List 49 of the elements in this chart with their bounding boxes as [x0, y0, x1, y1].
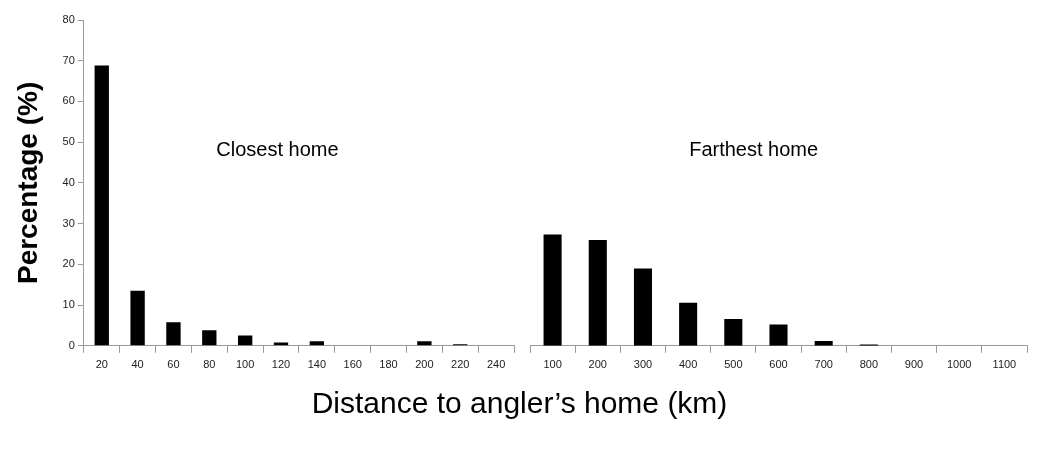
- bar: [633, 268, 652, 346]
- x-tick-label: 200: [415, 358, 434, 371]
- bar: [166, 322, 181, 346]
- y-tick-label: 0: [68, 338, 75, 351]
- x-tick-label: 600: [769, 358, 788, 371]
- annotation: Closest home: [216, 137, 339, 160]
- bar: [724, 318, 743, 346]
- bar: [769, 324, 788, 346]
- y-axis-title: Percentage (%): [11, 81, 43, 285]
- x-tick-label: 1000: [946, 358, 972, 371]
- x-tick-label: 80: [203, 358, 216, 371]
- annotation: Farthest home: [689, 137, 819, 160]
- x-tick-label: 1100: [992, 358, 1017, 371]
- x-tick-label: 60: [167, 358, 180, 371]
- bar: [202, 330, 217, 346]
- bar: [309, 341, 325, 346]
- bar: [588, 239, 607, 346]
- bar: [237, 335, 253, 346]
- x-tick-label: 400: [678, 358, 698, 371]
- x-tick-label: 160: [343, 358, 362, 371]
- x-tick-label: 120: [271, 358, 291, 371]
- x-tick-label: 500: [724, 358, 743, 371]
- x-tick-label: 100: [235, 358, 255, 371]
- y-tick-label: 20: [62, 257, 75, 270]
- bar: [543, 234, 562, 346]
- bar: [679, 302, 698, 346]
- x-tick-label: 100: [543, 358, 562, 371]
- x-tick-label: 700: [814, 358, 833, 371]
- x-tick-label: 800: [859, 358, 879, 371]
- x-tick-label: 300: [633, 358, 653, 371]
- y-tick-label: 40: [62, 175, 75, 188]
- bar: [130, 290, 145, 346]
- x-axis-title: Distance to angler’s home (km): [310, 386, 729, 420]
- y-tick-label: 80: [62, 13, 75, 26]
- x-tick-label: 20: [95, 358, 108, 371]
- x-tick-label: 40: [131, 358, 144, 371]
- y-tick-label: 60: [62, 94, 75, 107]
- x-tick-label: 240: [486, 358, 506, 371]
- y-tick-label: 70: [62, 53, 75, 66]
- bar: [94, 65, 109, 346]
- x-tick-label: 220: [451, 358, 470, 371]
- x-tick-label: 140: [307, 358, 327, 371]
- y-tick-label: 10: [62, 298, 75, 311]
- x-tick-label: 180: [379, 358, 398, 371]
- x-tick-label: 900: [904, 358, 924, 371]
- y-tick-label: 50: [62, 135, 75, 148]
- x-tick-label: 200: [588, 358, 607, 371]
- bar: [417, 341, 432, 346]
- y-tick-label: 30: [62, 216, 75, 229]
